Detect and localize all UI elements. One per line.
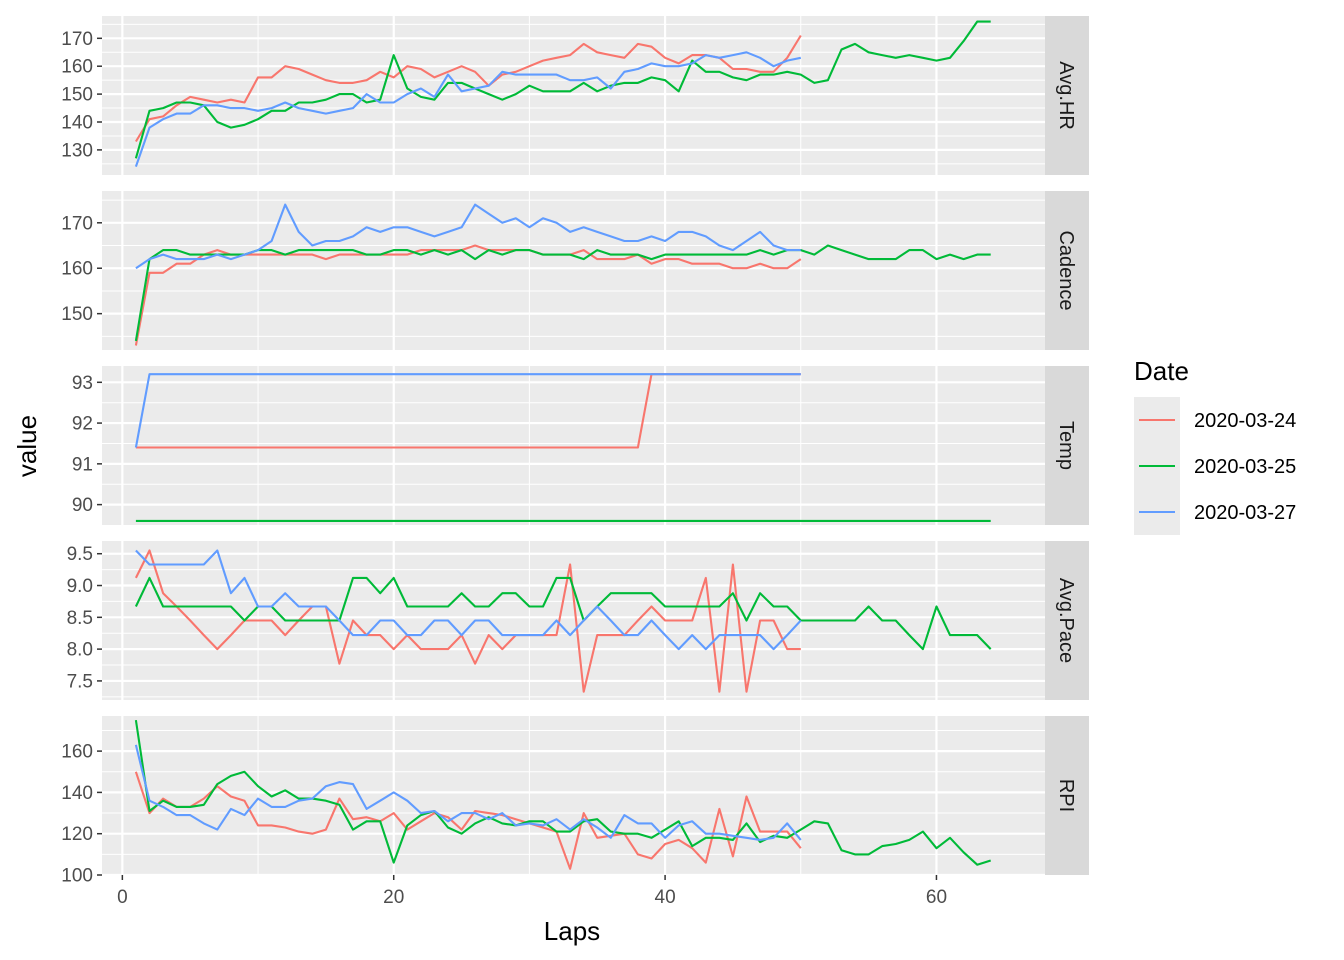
y-tick-label: 150 [61, 85, 93, 106]
series-line-2020-03-27 [134, 373, 801, 448]
series-line-2020-03-27 [135, 549, 802, 651]
panel-avg-pace: 7.5 8.0 8.5 9.0 9.5 Avg.Pace [67, 541, 1089, 700]
series-line-2020-03-27 [135, 203, 801, 270]
strip-label: Avg.HR [1055, 61, 1077, 130]
panel-background [102, 16, 1045, 175]
series-line-2020-03-24 [134, 771, 802, 870]
x-tick-label: 40 [655, 887, 676, 908]
legend-label: 2020-03-27 [1194, 502, 1296, 524]
y-tick-label: 160 [61, 742, 93, 763]
y-axis: 100 120 140 160 [61, 742, 102, 887]
strip-background [1045, 716, 1089, 875]
y-tick-label: 9.0 [67, 576, 93, 597]
y-tick-label: 150 [61, 304, 93, 325]
y-tick-label: 130 [61, 140, 93, 161]
strip-background [1045, 541, 1089, 700]
y-tick-label: 170 [61, 213, 93, 234]
strip-background [1045, 366, 1089, 525]
gridlines [102, 716, 1045, 877]
strip-label: Cadence [1055, 230, 1077, 310]
y-tick-label: 8.5 [67, 608, 93, 629]
strip-label: Avg.Pace [1055, 578, 1077, 663]
y-tick-label: 92 [72, 414, 93, 435]
gridlines [102, 16, 1045, 175]
series-line-2020-03-27 [134, 744, 802, 841]
series-line-2020-03-25 [134, 576, 992, 651]
y-axis: 7.5 8.0 8.5 9.0 9.5 [67, 544, 102, 692]
y-tick-label: 140 [61, 113, 93, 134]
x-tick-label: 0 [117, 887, 128, 908]
y-tick-label: 100 [61, 866, 93, 887]
x-tick-label: 20 [383, 887, 404, 908]
strip-label: RPI [1055, 779, 1077, 812]
gridlines [102, 191, 1045, 350]
y-tick-label: 9.5 [67, 544, 93, 565]
strip-label: Temp [1055, 421, 1077, 470]
x-tick-label: 60 [926, 887, 947, 908]
strip-background [1045, 191, 1089, 350]
series-line-2020-03-24 [134, 549, 801, 693]
legend-label: 2020-03-25 [1194, 456, 1296, 478]
strip-background [1045, 16, 1089, 175]
y-tick-label: 140 [61, 783, 93, 804]
y-tick-label: 170 [61, 29, 93, 50]
panel-background [102, 366, 1045, 525]
panel-avg-hr: 130 140 150 160 170 Avg.HR [61, 16, 1089, 175]
y-tick-label: 93 [72, 373, 93, 394]
x-axis: 0 20 40 60 [117, 875, 947, 908]
legend-label: 2020-03-24 [1194, 410, 1296, 432]
y-axis-title: value [12, 415, 42, 477]
gridlines [102, 366, 1045, 525]
series-line-2020-03-25 [134, 244, 991, 342]
legend-title: Date [1134, 356, 1189, 386]
y-tick-label: 7.5 [67, 671, 93, 692]
y-tick-label: 160 [61, 57, 93, 78]
panels-layer: 130140150160170Avg.HR150160170Cadence909… [61, 16, 1089, 887]
y-tick-label: 91 [72, 454, 93, 475]
y-axis: 90 91 92 93 [72, 373, 102, 516]
x-axis-title: Laps [544, 916, 600, 946]
legend: Date 2020-03-24 2020-03-25 2020-03-27 [1134, 356, 1296, 535]
panel-temp: 90 91 92 93 Temp [72, 366, 1089, 525]
y-tick-label: 160 [61, 259, 93, 280]
y-axis: 150 160 170 [61, 213, 102, 325]
y-axis: 130 140 150 160 170 [61, 29, 102, 161]
series-line-2020-03-25 [134, 20, 991, 159]
series-line-2020-03-24 [135, 34, 802, 143]
series-line-2020-03-27 [134, 51, 802, 167]
panel-background [102, 191, 1045, 350]
y-tick-label: 8.0 [67, 640, 93, 661]
y-tick-label: 120 [61, 824, 93, 845]
panel-rpi: 100 120 140 160 RPI [61, 716, 1089, 887]
series-line-2020-03-25 [134, 719, 992, 866]
y-tick-label: 90 [72, 495, 93, 516]
panel-background [102, 716, 1045, 875]
panel-cadence: 150 160 170 Cadence [61, 191, 1089, 350]
